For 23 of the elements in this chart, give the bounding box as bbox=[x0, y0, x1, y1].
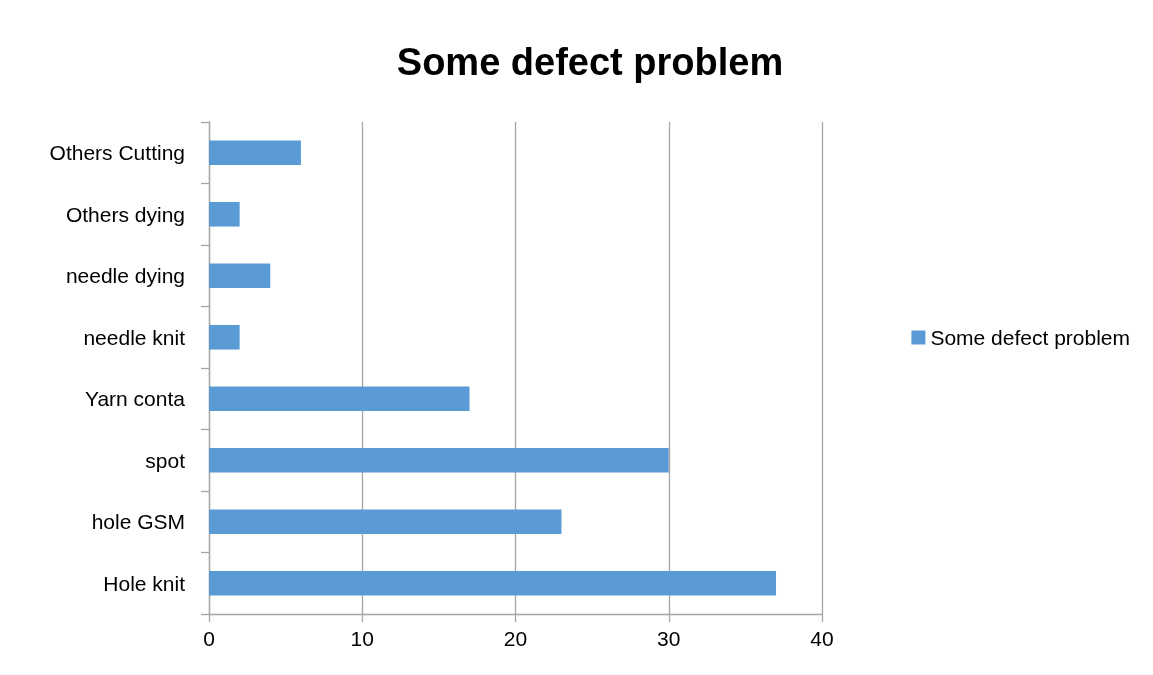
y-tick-label: needle knit bbox=[83, 325, 186, 349]
x-tick-label: 10 bbox=[350, 627, 374, 650]
bar bbox=[209, 201, 240, 227]
y-tick-label: Others dying bbox=[65, 202, 185, 226]
y-tick-label: hole GSM bbox=[91, 510, 185, 534]
y-tick-label: Hole knit bbox=[103, 571, 186, 595]
bar bbox=[209, 447, 669, 473]
x-tick-label: 0 bbox=[203, 627, 215, 650]
legend-label: Some defect problem bbox=[930, 326, 1131, 349]
y-tick-label: needle dying bbox=[65, 264, 185, 288]
bar bbox=[209, 509, 562, 535]
x-tick-label: 40 bbox=[810, 627, 834, 650]
bar bbox=[209, 324, 240, 350]
x-tick-label: 20 bbox=[503, 627, 528, 650]
y-tick-label: Others Cutting bbox=[49, 141, 185, 165]
bar bbox=[209, 386, 470, 412]
bar bbox=[209, 140, 301, 166]
chart-title: Some defect problem bbox=[396, 41, 784, 83]
y-tick-label: Yarn conta bbox=[84, 387, 186, 411]
bar bbox=[209, 263, 271, 289]
bar bbox=[209, 570, 777, 596]
x-tick-label: 30 bbox=[657, 627, 681, 650]
y-tick-label: spot bbox=[145, 448, 186, 472]
